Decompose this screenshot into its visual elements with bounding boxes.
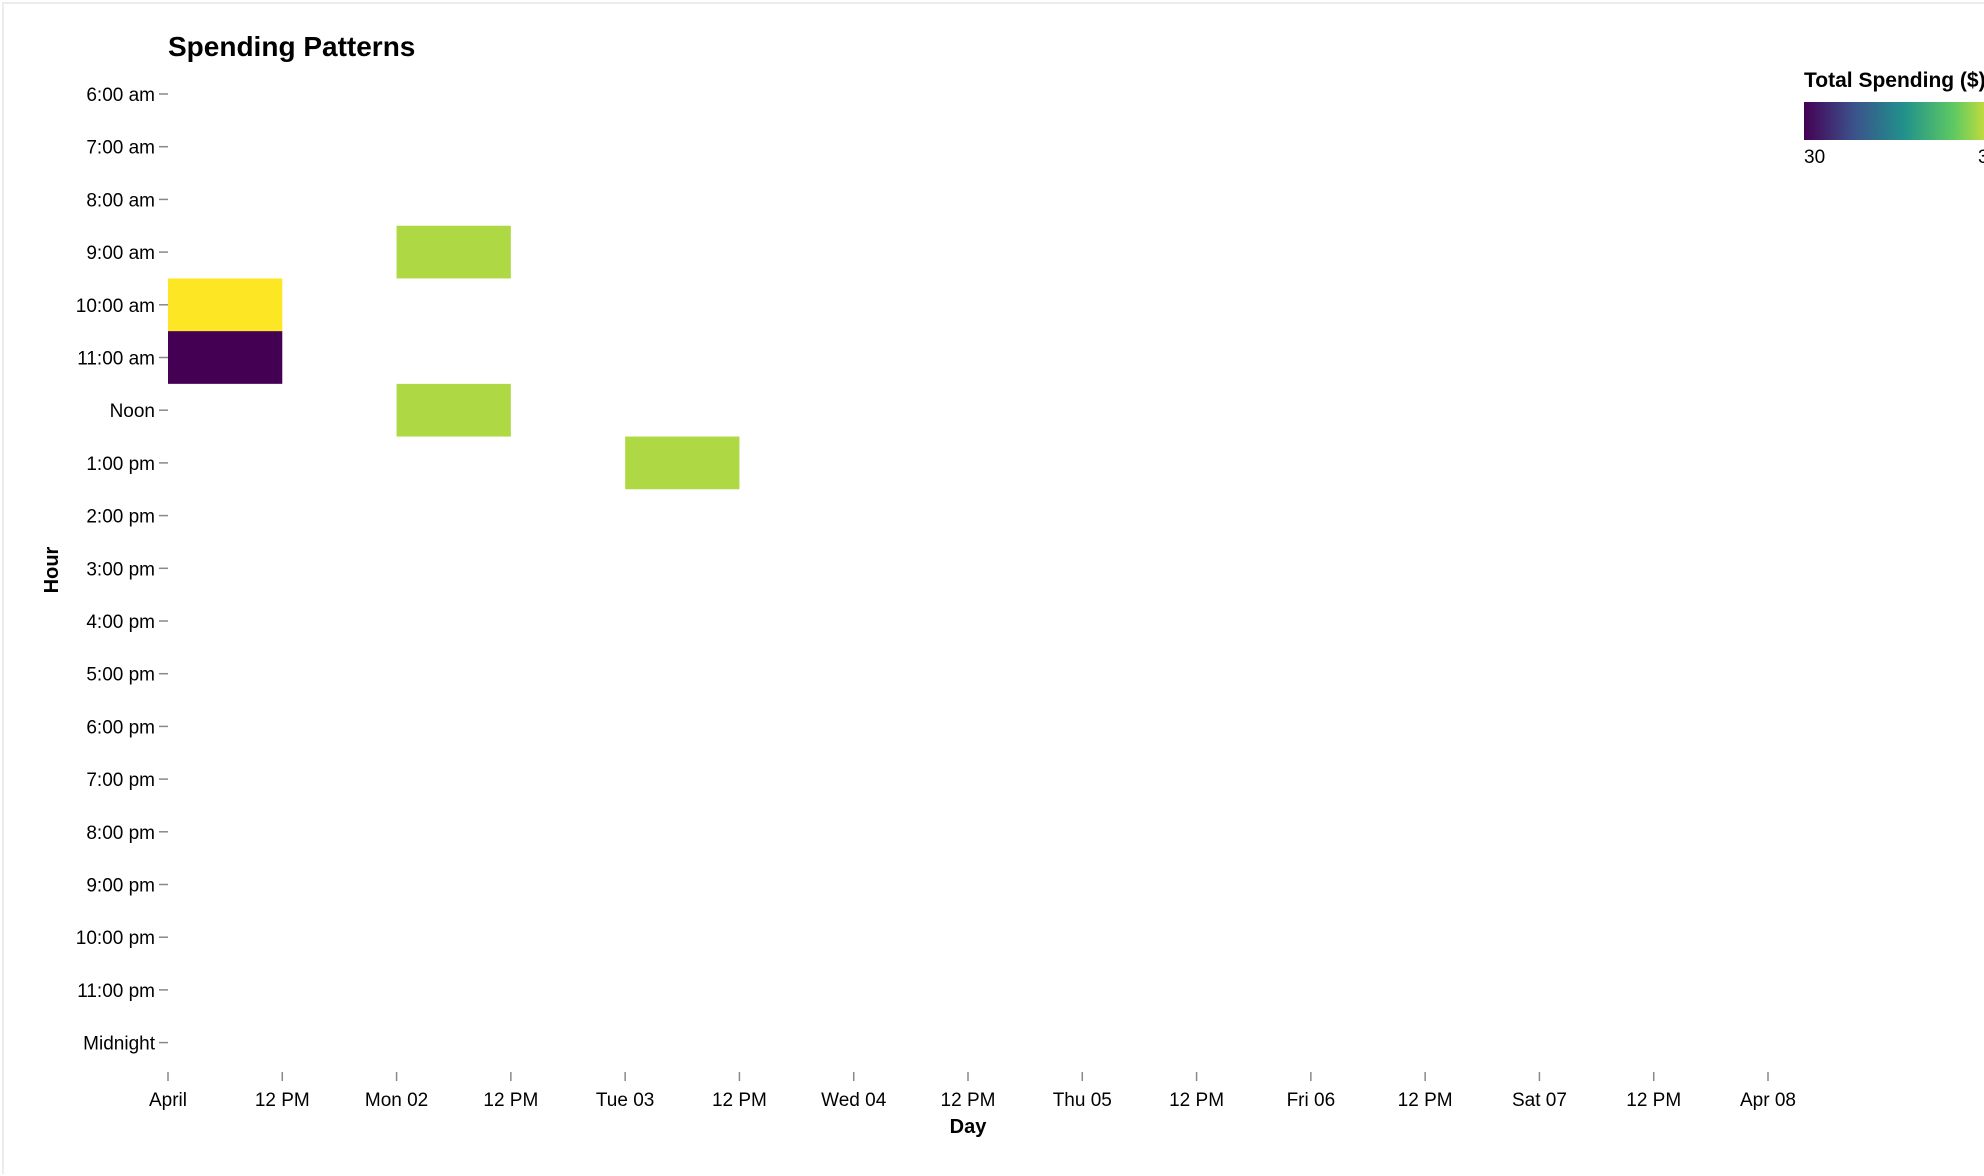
x-tick-label: 12 PM xyxy=(255,1090,310,1111)
x-tick-label: April xyxy=(149,1090,187,1111)
y-tick-label: 3:00 pm xyxy=(86,559,155,580)
color-legend: Total Spending ($) 30 38 xyxy=(1804,69,1984,168)
legend-title: Total Spending ($) xyxy=(1804,69,1984,92)
y-tick-label: 7:00 am xyxy=(86,138,155,159)
x-tick-label: Mon 02 xyxy=(365,1090,428,1111)
y-tick-label: 6:00 pm xyxy=(86,717,155,738)
legend-gradient xyxy=(1804,102,1984,140)
x-axis-title: Day xyxy=(950,1116,988,1138)
y-axis: 6:00 am 7:00 am 8:00 am 9:00 am 10:00 am 11:0… xyxy=(76,85,168,1055)
x-tick-label: 12 PM xyxy=(712,1090,767,1111)
heatmap-cells xyxy=(168,225,740,490)
x-tick-label: 12 PM xyxy=(1169,1090,1224,1111)
y-tick-label: 5:00 pm xyxy=(86,665,155,686)
legend-max-label: 38 xyxy=(1978,147,1984,168)
y-tick-label: 8:00 pm xyxy=(86,823,155,844)
x-tick-label: Thu 05 xyxy=(1053,1090,1112,1111)
y-tick-label: 8:00 am xyxy=(86,190,155,211)
y-tick-label: 6:00 am xyxy=(86,85,155,106)
y-tick-label: 7:00 pm xyxy=(86,770,155,791)
x-axis: April 12 PM Mon 02 12 PM Tue 03 12 PM Wed 04 12… xyxy=(149,1072,1796,1111)
x-tick-label: 12 PM xyxy=(1398,1090,1453,1111)
y-tick-label: 9:00 pm xyxy=(86,876,155,897)
y-tick-label: 4:00 pm xyxy=(86,612,155,633)
heatmap-cell[interactable] xyxy=(168,278,283,332)
y-tick-label: 9:00 am xyxy=(86,243,155,264)
y-tick-label: Midnight xyxy=(83,1034,156,1055)
x-tick-label: Tue 03 xyxy=(596,1090,654,1111)
x-tick-label: 12 PM xyxy=(941,1090,996,1111)
y-axis-title: Hour xyxy=(41,546,63,593)
y-tick-label: Noon xyxy=(110,401,155,422)
chart-title: Spending Patterns xyxy=(168,31,415,62)
x-tick-label: 12 PM xyxy=(483,1090,538,1111)
y-tick-label: 11:00 pm xyxy=(77,981,155,1002)
x-tick-label: Apr 08 xyxy=(1740,1090,1796,1111)
legend-min-label: 30 xyxy=(1804,147,1825,168)
heatmap-cell[interactable] xyxy=(168,331,283,384)
x-tick-label: Fri 06 xyxy=(1287,1090,1336,1111)
heatmap-cell[interactable] xyxy=(396,383,511,437)
y-tick-label: 11:00 am xyxy=(77,349,155,370)
y-tick-label: 2:00 pm xyxy=(86,507,155,528)
x-tick-label: Sat 07 xyxy=(1512,1090,1567,1111)
y-tick-label: 10:00 am xyxy=(76,296,155,317)
heatmap-cell[interactable] xyxy=(625,436,740,490)
heatmap-cell[interactable] xyxy=(396,225,511,279)
y-tick-label: 10:00 pm xyxy=(76,928,155,949)
x-tick-label: 12 PM xyxy=(1626,1090,1681,1111)
x-tick-label: Wed 04 xyxy=(821,1090,887,1111)
y-tick-label: 1:00 pm xyxy=(86,454,155,475)
